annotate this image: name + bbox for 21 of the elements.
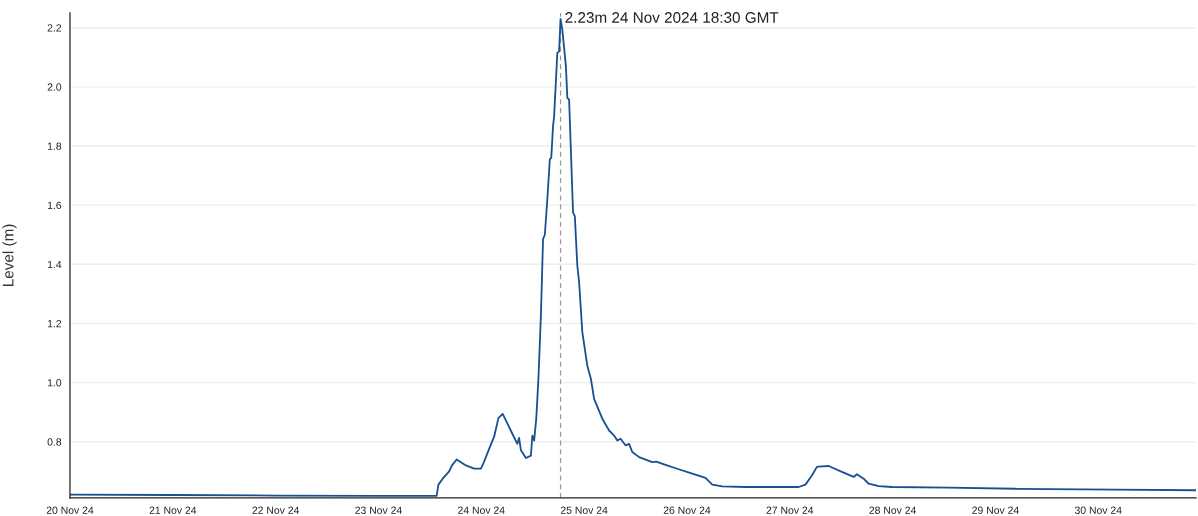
y-tick-label: 2.2 (47, 24, 62, 32)
y-axis-title: Level (m) (2, 224, 17, 286)
y-tick-label: 1.2 (47, 319, 62, 328)
x-tick-label: 29 Nov 24 (972, 506, 1019, 514)
x-tick-label: 30 Nov 24 (1074, 506, 1122, 514)
x-tick-label: 21 Nov 24 (149, 506, 197, 514)
x-tick-label: 20 Nov 24 (46, 506, 94, 514)
y-tick-label: 0.8 (47, 438, 62, 446)
y-tick-label: 1.4 (47, 260, 62, 269)
x-tick-label: 28 Nov 24 (869, 506, 917, 514)
x-tick-label: 26 Nov 24 (663, 506, 711, 514)
x-tick-label: 22 Nov 24 (252, 506, 300, 514)
x-tick-label: 27 Nov 24 (766, 506, 814, 514)
annotation: 2.23m 24 Nov 2024 18:30 GMT (565, 12, 779, 23)
x-tick-label: 25 Nov 24 (560, 506, 608, 514)
x-tick-label: 24 Nov 24 (458, 506, 505, 514)
y-tick-label: 1.0 (47, 379, 62, 387)
x-tick-label: 23 Nov 24 (355, 506, 402, 514)
y-tick-label: 2.0 (47, 83, 62, 91)
y-tick-label: 1.6 (47, 201, 62, 210)
y-tick-label: 1.8 (47, 142, 62, 150)
